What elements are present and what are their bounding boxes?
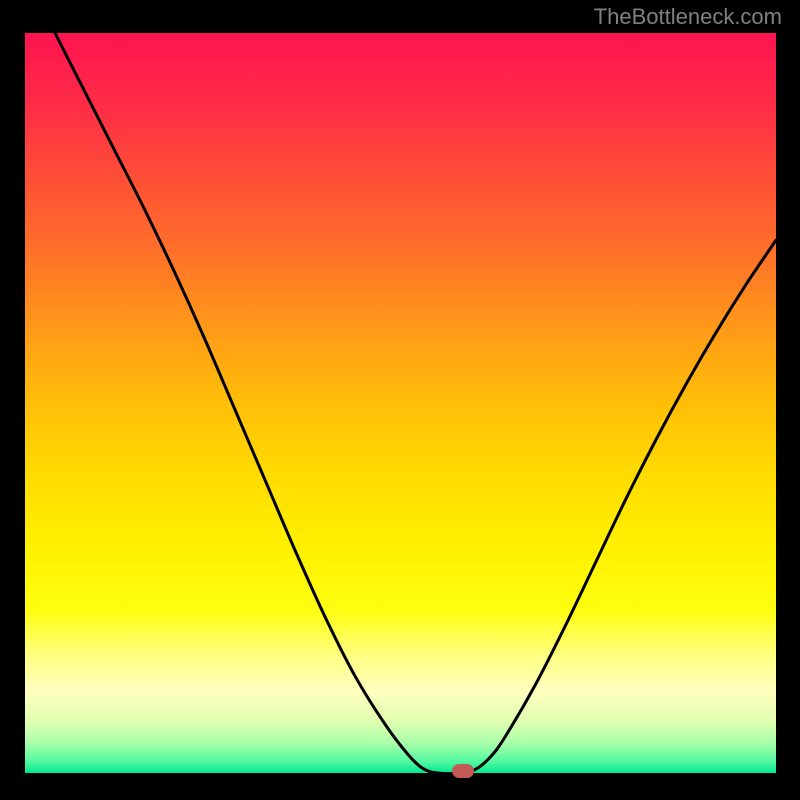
watermark-text: TheBottleneck.com [594, 4, 782, 30]
chart-svg [0, 0, 800, 800]
plot-background [25, 33, 776, 773]
chart-container: TheBottleneck.com [0, 0, 800, 800]
dip-marker [452, 764, 474, 778]
